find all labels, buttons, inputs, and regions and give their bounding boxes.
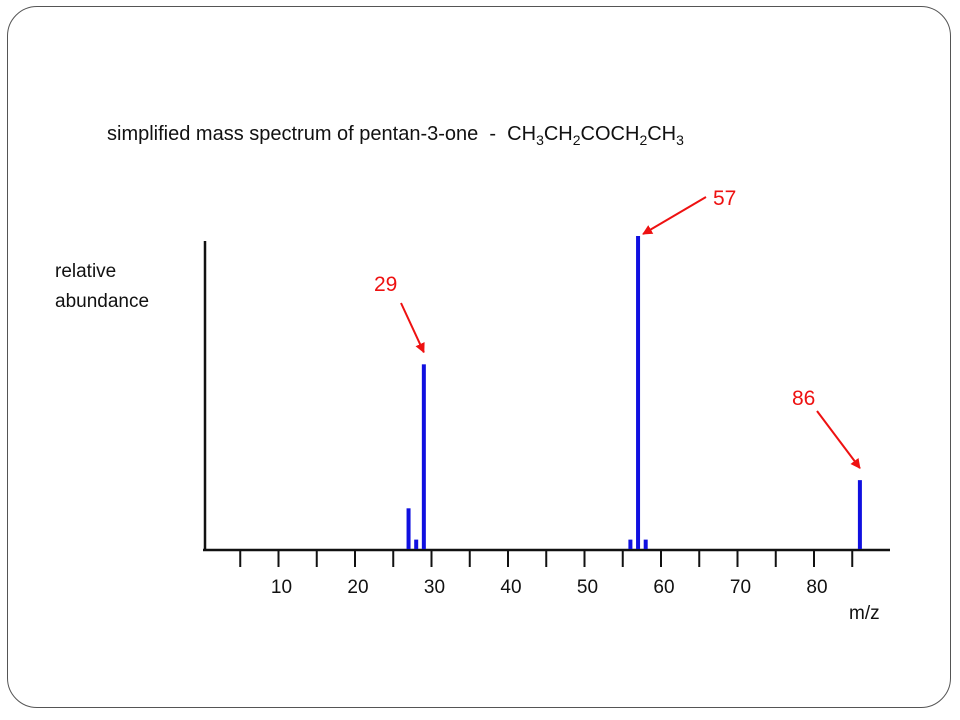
x-tick-label: 40 [500,577,521,598]
annotation-label-57: 57 [713,187,736,210]
formula-part: COCH [581,123,640,145]
x-axis-label: m/z [849,603,880,624]
slide-frame [7,6,951,708]
peak-bar-29 [421,364,426,549]
peak-bars [406,236,862,549]
formula-subscript: 3 [536,132,544,148]
formula-part: CH [544,123,573,145]
x-tick-label: 20 [347,577,368,598]
peak-bar-28 [414,539,419,549]
peak-bar-56 [628,539,633,549]
x-axis-ticks: 10 20 30 40 50 60 70 80 [239,551,854,598]
peak-bar-57 [636,236,641,549]
chart-title: simplified mass spectrum of pentan-3-one… [107,123,684,148]
x-tick-label: 30 [424,577,445,598]
y-axis-label: relative abundance [55,261,149,312]
title-prefix: simplified mass spectrum of pentan-3-one… [107,123,507,145]
formula-subscript: 2 [639,132,647,148]
annotation-arrow-86 [816,410,861,469]
axes: m/z [203,241,890,624]
formula-subscript: 3 [676,132,684,148]
x-tick-label: 80 [806,577,827,598]
formula-subscript: 2 [573,132,581,148]
y-axis-label-line: relative [55,261,116,282]
peak-bar-58 [643,539,648,549]
x-tick-label: 50 [577,577,598,598]
x-tick-label: 60 [653,577,674,598]
peak-bar-27 [406,508,411,549]
x-tick-label: 70 [730,577,751,598]
chart-title-text: simplified mass spectrum of pentan-3-one… [107,123,684,148]
formula-part: CH [507,123,536,145]
annotation-label-86: 86 [792,387,815,410]
annotation-label-29: 29 [374,273,397,296]
y-axis-label-line: abundance [55,291,149,312]
x-tick-label: 10 [271,577,292,598]
peak-annotations: 29 57 86 [374,187,861,469]
formula-part: CH [647,123,676,145]
annotation-arrow-29 [400,302,425,354]
peak-bar-86 [857,480,862,549]
annotation-arrow-57 [642,196,707,235]
